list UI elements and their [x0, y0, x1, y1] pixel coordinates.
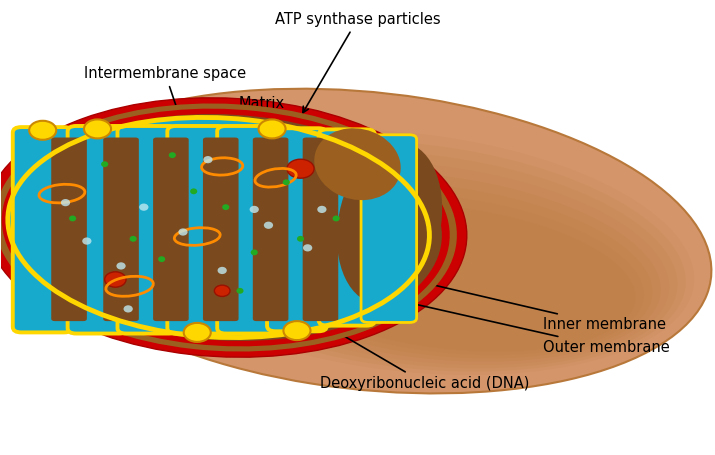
- Ellipse shape: [158, 256, 165, 262]
- Text: Cristae: Cristae: [100, 147, 152, 175]
- Ellipse shape: [283, 321, 310, 340]
- Ellipse shape: [140, 140, 686, 372]
- FancyBboxPatch shape: [319, 129, 375, 326]
- FancyBboxPatch shape: [217, 126, 277, 334]
- Ellipse shape: [82, 238, 92, 245]
- Ellipse shape: [84, 119, 111, 138]
- Text: Ribosome: Ribosome: [50, 193, 122, 218]
- FancyBboxPatch shape: [103, 137, 139, 321]
- Ellipse shape: [250, 206, 259, 213]
- Ellipse shape: [179, 162, 669, 365]
- Text: Intermembrane space: Intermembrane space: [84, 66, 246, 133]
- Ellipse shape: [117, 263, 126, 269]
- Ellipse shape: [237, 288, 244, 294]
- Ellipse shape: [0, 98, 467, 357]
- FancyBboxPatch shape: [167, 126, 227, 334]
- Ellipse shape: [317, 206, 327, 213]
- Ellipse shape: [129, 236, 137, 242]
- FancyBboxPatch shape: [253, 137, 288, 321]
- Ellipse shape: [214, 285, 230, 297]
- Ellipse shape: [9, 114, 442, 341]
- Ellipse shape: [184, 323, 211, 342]
- FancyBboxPatch shape: [117, 126, 177, 334]
- Ellipse shape: [259, 119, 285, 138]
- Ellipse shape: [251, 249, 258, 255]
- FancyBboxPatch shape: [51, 137, 87, 321]
- FancyBboxPatch shape: [153, 137, 189, 321]
- Ellipse shape: [332, 216, 340, 222]
- Ellipse shape: [25, 89, 711, 394]
- Ellipse shape: [203, 156, 212, 163]
- FancyBboxPatch shape: [302, 137, 338, 321]
- Ellipse shape: [297, 236, 304, 242]
- Ellipse shape: [1, 109, 450, 346]
- Ellipse shape: [190, 188, 197, 194]
- Text: Matrix: Matrix: [225, 96, 285, 147]
- Ellipse shape: [337, 142, 442, 304]
- Ellipse shape: [69, 216, 77, 222]
- Ellipse shape: [287, 159, 314, 178]
- FancyBboxPatch shape: [361, 135, 417, 323]
- Text: Inner membrane: Inner membrane: [405, 277, 666, 332]
- Ellipse shape: [124, 305, 133, 313]
- Ellipse shape: [104, 272, 126, 287]
- Ellipse shape: [101, 161, 108, 167]
- Ellipse shape: [303, 244, 312, 252]
- Ellipse shape: [29, 121, 56, 140]
- Ellipse shape: [315, 128, 400, 200]
- Text: Granules: Granules: [26, 168, 92, 203]
- Ellipse shape: [178, 228, 187, 236]
- Ellipse shape: [0, 103, 457, 352]
- Ellipse shape: [9, 118, 428, 337]
- Ellipse shape: [199, 172, 661, 362]
- Ellipse shape: [222, 204, 230, 210]
- FancyBboxPatch shape: [203, 137, 239, 321]
- Ellipse shape: [61, 199, 70, 206]
- Ellipse shape: [121, 130, 694, 375]
- Ellipse shape: [264, 222, 273, 229]
- Text: Deoxyribonucleic acid (DNA): Deoxyribonucleic acid (DNA): [247, 279, 530, 391]
- Ellipse shape: [160, 151, 678, 369]
- Text: ATP synthase particles: ATP synthase particles: [275, 12, 440, 113]
- Text: Outer membrane: Outer membrane: [390, 297, 669, 355]
- Ellipse shape: [169, 152, 176, 158]
- Ellipse shape: [220, 182, 652, 359]
- FancyBboxPatch shape: [68, 126, 127, 334]
- Ellipse shape: [217, 267, 227, 274]
- FancyBboxPatch shape: [267, 128, 327, 331]
- Ellipse shape: [259, 203, 636, 352]
- Ellipse shape: [139, 203, 149, 211]
- Ellipse shape: [282, 179, 290, 185]
- FancyBboxPatch shape: [13, 127, 73, 333]
- Ellipse shape: [239, 193, 644, 355]
